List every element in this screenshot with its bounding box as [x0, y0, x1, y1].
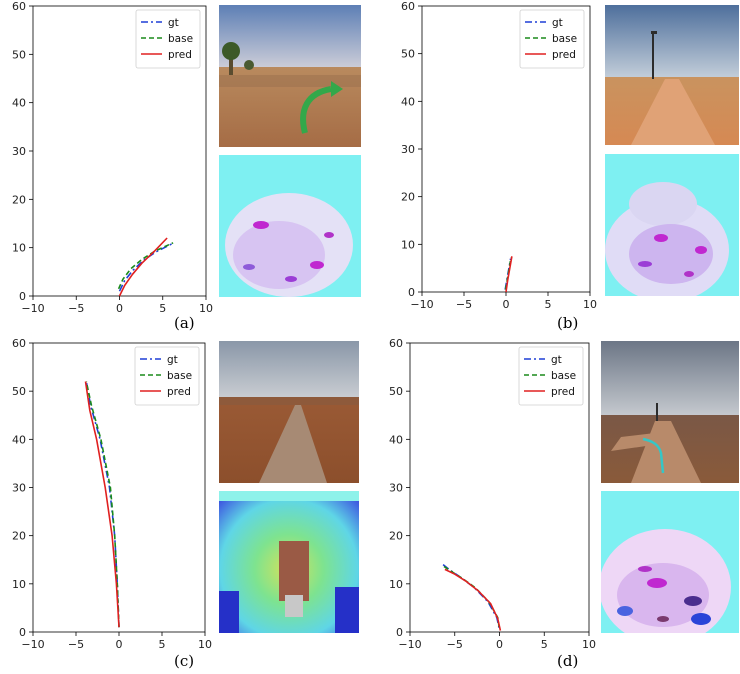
y-tick-label: 50: [12, 385, 26, 398]
legend-label-pred: pred: [552, 49, 576, 61]
y-tick-label: 40: [12, 97, 26, 110]
y-tick-label: 0: [19, 290, 26, 303]
y-tick-label: 30: [12, 482, 26, 495]
y-tick-label: 10: [401, 238, 415, 251]
y-tick-label: 40: [401, 95, 415, 108]
legend-label-base: base: [552, 33, 577, 45]
series-line-pred: [444, 568, 502, 631]
flow-map-a: [219, 155, 361, 297]
x-tick-label: 5: [159, 302, 166, 315]
y-tick-label: 0: [396, 626, 403, 639]
legend-label-gt: gt: [168, 17, 179, 29]
x-tick-label: 5: [159, 638, 166, 651]
x-tick-label: −5: [68, 638, 84, 651]
x-tick-label: 10: [582, 638, 596, 651]
x-tick-label: 0: [116, 638, 123, 651]
legend-label-gt: gt: [552, 17, 563, 29]
legend-label-base: base: [551, 370, 576, 382]
legend-label-gt: gt: [551, 354, 562, 366]
legend-label-pred: pred: [551, 386, 575, 398]
y-tick-label: 50: [389, 385, 403, 398]
series-line-gt: [85, 381, 120, 628]
x-tick-label: −10: [398, 638, 421, 651]
series-line-base: [117, 242, 174, 290]
flow-map-c: [219, 491, 359, 633]
legend-label-pred: pred: [168, 49, 192, 61]
y-tick-label: 10: [389, 578, 403, 591]
x-tick-label: 0: [496, 638, 503, 651]
series-line-base: [443, 565, 501, 630]
series-line-pred: [505, 256, 513, 293]
legend-label-pred: pred: [167, 386, 191, 398]
y-tick-label: 10: [12, 578, 26, 591]
series-line-pred: [84, 381, 120, 628]
legend-label-base: base: [167, 370, 192, 382]
y-tick-label: 20: [12, 530, 26, 543]
legend-label-base: base: [168, 33, 193, 45]
y-tick-label: 60: [401, 0, 415, 13]
y-tick-label: 0: [19, 626, 26, 639]
x-tick-label: 10: [583, 298, 597, 311]
y-tick-label: 30: [401, 143, 415, 156]
legend-label-gt: gt: [167, 354, 178, 366]
x-tick-label: −5: [456, 298, 472, 311]
y-tick-label: 20: [12, 193, 26, 206]
series-line-base: [85, 381, 120, 628]
y-tick-label: 20: [401, 191, 415, 204]
x-tick-label: −10: [21, 638, 44, 651]
y-tick-label: 50: [12, 48, 26, 61]
camera-image-c: [219, 341, 359, 483]
x-tick-label: 5: [545, 298, 552, 311]
y-tick-label: 40: [12, 433, 26, 446]
x-tick-label: −10: [410, 298, 433, 311]
y-tick-label: 50: [401, 48, 415, 61]
y-tick-label: 60: [389, 337, 403, 350]
y-tick-label: 10: [12, 242, 26, 255]
series-line-pred: [118, 237, 168, 297]
x-tick-label: 0: [503, 298, 510, 311]
y-tick-label: 40: [389, 433, 403, 446]
camera-image-b: [605, 5, 739, 145]
y-tick-label: 60: [12, 337, 26, 350]
camera-image-a: [219, 5, 361, 147]
camera-image-d: [601, 341, 739, 483]
x-tick-label: −10: [21, 302, 44, 315]
y-tick-label: 20: [389, 530, 403, 543]
y-tick-label: 30: [12, 145, 26, 158]
panel-label-b: (b): [557, 314, 579, 332]
flow-map-d: [601, 491, 739, 633]
x-tick-label: −5: [68, 302, 84, 315]
x-tick-label: 10: [199, 302, 213, 315]
x-tick-label: 10: [198, 638, 212, 651]
flow-map-b: [605, 154, 739, 296]
series-line-gt: [118, 242, 175, 292]
y-tick-label: 0: [408, 286, 415, 299]
x-tick-label: 5: [541, 638, 548, 651]
series-line-gt: [442, 563, 501, 630]
y-tick-label: 30: [389, 482, 403, 495]
x-tick-label: −5: [447, 638, 463, 651]
y-tick-label: 60: [12, 0, 26, 13]
panel-label-a: (a): [174, 314, 195, 332]
panel-label-c: (c): [174, 652, 195, 670]
x-tick-label: 0: [116, 302, 123, 315]
panel-label-d: (d): [557, 652, 579, 670]
